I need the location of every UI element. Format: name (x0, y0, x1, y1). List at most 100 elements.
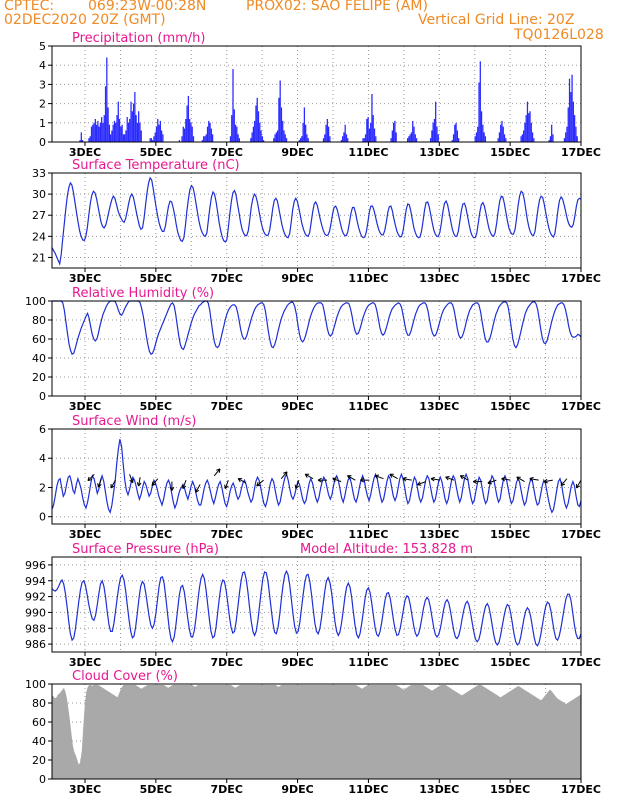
wind-arrow (516, 476, 525, 483)
wind-arrow (445, 475, 455, 481)
panel-frame (51, 683, 582, 780)
precip-bar (520, 136, 522, 142)
precip-bar (306, 134, 308, 142)
precip-bar (251, 132, 253, 142)
wind-arrow (280, 471, 288, 480)
precip-bar (436, 126, 438, 142)
y-tick-label: 0 (39, 136, 46, 149)
precip-bar (395, 132, 397, 142)
x-tick-label: 9DEC (281, 272, 313, 285)
precip-bar (232, 69, 234, 142)
wind-arrow (97, 478, 102, 488)
panel-frame (51, 300, 582, 397)
precip-bar (250, 138, 252, 142)
precip-bar (390, 138, 392, 142)
precip-bar (326, 118, 328, 142)
precip-bar (301, 136, 303, 142)
precip-bar (279, 80, 281, 142)
y-tick-label: 100 (25, 678, 46, 691)
precip-bar (570, 92, 572, 142)
x-tick-label: 5DEC (140, 400, 172, 413)
precip-bar (113, 120, 116, 142)
precip-bar (329, 136, 331, 142)
precip-bar (118, 118, 121, 142)
precip-bar (130, 101, 132, 142)
series-line (51, 176, 582, 266)
precip-bar (370, 122, 372, 142)
precip-bar (431, 130, 433, 142)
precip-bar (206, 126, 209, 142)
precip-bar (475, 132, 478, 142)
y-tick-label: 988 (25, 622, 46, 635)
precip-bar (375, 136, 377, 142)
x-tick-label: 13DEC (419, 656, 459, 669)
y-tick-label: 0 (39, 773, 46, 786)
precip-bar (104, 86, 107, 142)
precip-bar (189, 118, 191, 142)
precip-bar (298, 140, 300, 142)
cloud-cover-area (52, 685, 581, 779)
precip-bar (524, 122, 526, 142)
precip-bar (457, 138, 460, 142)
wind-arrow (256, 479, 264, 487)
x-tick-label: 3DEC (69, 656, 101, 669)
precip-bar (324, 134, 326, 142)
precip-bar (568, 78, 571, 142)
wind-arrow (402, 476, 412, 482)
precip-bar (103, 115, 105, 142)
wind-arrow (195, 484, 201, 493)
precip-bar (307, 138, 309, 142)
precip-bar (347, 138, 349, 142)
wind-arrow (129, 474, 134, 484)
precip-bar (549, 136, 552, 142)
precip-bar (162, 134, 164, 142)
precip-bar (256, 97, 258, 142)
precip-bar (371, 94, 373, 142)
precip-bar (283, 130, 285, 142)
precip-bar (576, 136, 578, 142)
precip-bar (191, 126, 193, 142)
precip-bar (366, 118, 368, 142)
y-tick-label: 0 (39, 511, 46, 524)
x-tick-label: 11DEC (348, 528, 388, 541)
precip-bar (523, 130, 525, 142)
precip-bar (429, 138, 432, 142)
precip-bar (139, 122, 141, 142)
wind-arrow (332, 477, 342, 483)
precip-bar (187, 95, 190, 142)
x-tick-label: 3DEC (69, 146, 101, 159)
x-tick-label: 3DEC (69, 400, 101, 413)
precip-bar (451, 140, 453, 142)
precip-bar (236, 126, 238, 142)
precip-bar (340, 140, 342, 142)
precip-bar (90, 126, 93, 142)
panel-frame (51, 556, 582, 653)
precip-bar (530, 122, 532, 142)
wind-arrow (560, 478, 568, 487)
precip-bar (183, 128, 186, 142)
x-tick-label: 13DEC (419, 783, 459, 796)
x-tick-label: 17DEC (561, 528, 601, 541)
x-tick-label: 7DEC (211, 272, 243, 285)
panel-5 (48, 683, 582, 783)
precip-bar (364, 134, 367, 142)
y-tick-label: 80 (32, 314, 46, 327)
y-tick-label: 994 (25, 575, 46, 588)
precip-bar (455, 122, 457, 142)
panel-title: Relative Humidity (%) (72, 286, 214, 301)
panel-frame (51, 45, 582, 143)
wind-arrow (237, 478, 247, 484)
panel-title: Surface Temperature (nC) (72, 158, 240, 173)
x-tick-label: 5DEC (140, 272, 172, 285)
panel-frame (51, 172, 582, 269)
x-tick-label: 3DEC (69, 783, 101, 796)
x-tick-label: 15DEC (490, 528, 530, 541)
precip-bar (209, 122, 211, 142)
precip-bar (497, 138, 499, 142)
precip-bar (454, 124, 456, 142)
precip-bar (275, 132, 277, 142)
x-tick-label: 17DEC (561, 400, 601, 413)
precip-bar (122, 134, 125, 142)
precip-bar (101, 117, 103, 142)
y-tick-label: 6 (39, 423, 46, 436)
